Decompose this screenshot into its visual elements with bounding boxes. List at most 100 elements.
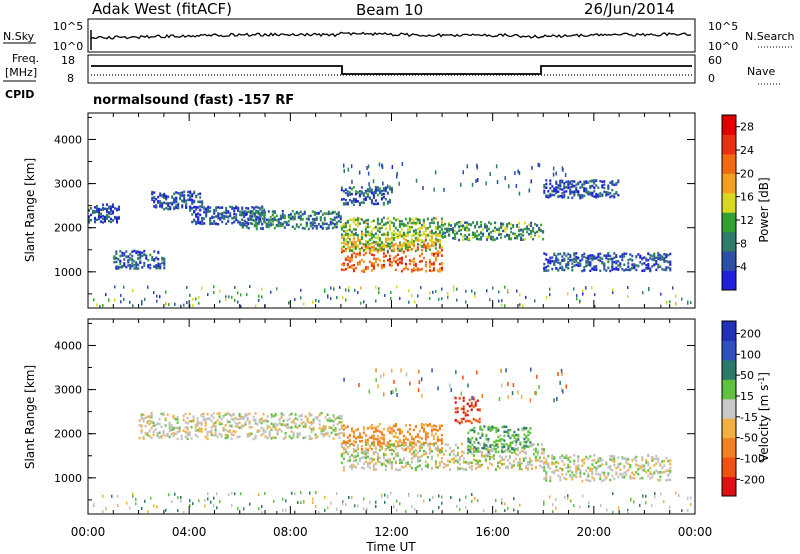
scatter-cell: [440, 442, 443, 445]
near-range-cell: [375, 285, 377, 289]
scatter-cell: [400, 465, 403, 469]
scatter-cell: [277, 218, 280, 221]
scatter-cell: [189, 192, 192, 195]
scatter-cell: [432, 216, 435, 220]
scatter-cell: [350, 463, 353, 467]
near-range-cell: [423, 499, 425, 503]
scatter-cell: [370, 264, 373, 267]
scatter-cell: [502, 224, 505, 227]
scatter-cell: [645, 259, 648, 262]
scatter-cell: [530, 459, 533, 463]
scatter-cell: [555, 254, 558, 258]
scatter-cell: [204, 424, 207, 427]
scatter-cell: [523, 433, 526, 436]
scatter-cell: [460, 450, 463, 453]
scatter-cell: [651, 473, 654, 476]
scatter-cell: [561, 179, 564, 183]
scatter-cell: [512, 224, 515, 227]
near-range-cell: [156, 505, 158, 509]
sparse-cell: [351, 179, 353, 184]
scatter-cell: [386, 217, 389, 220]
scatter-cell: [452, 237, 455, 240]
scatter-cell: [248, 420, 251, 423]
scatter-cell: [396, 443, 399, 446]
scatter-cell: [472, 405, 475, 408]
scatter-cell: [398, 430, 401, 434]
scatter-cell: [462, 224, 465, 228]
scatter-cell: [488, 234, 491, 238]
scatter-cell: [253, 215, 256, 218]
scatter-cell: [254, 436, 257, 440]
scatter-cell: [577, 256, 580, 260]
scatter-cell: [561, 192, 564, 195]
scatter-cell: [388, 198, 391, 202]
scatter-cell: [145, 257, 148, 260]
scatter-cell: [561, 454, 564, 457]
scatter-cell: [342, 190, 345, 193]
scatter-cell: [151, 196, 154, 200]
scatter-cell: [168, 421, 171, 425]
scatter-cell: [229, 212, 232, 215]
scatter-cell: [559, 187, 562, 191]
scatter-cell: [254, 434, 257, 437]
scatter-cell: [364, 456, 367, 460]
scatter-cell: [575, 252, 578, 255]
scatter-cell: [378, 259, 381, 262]
scatter-cell: [657, 253, 660, 257]
scatter-cell: [169, 201, 172, 205]
sparse-cell: [538, 385, 540, 389]
scatter-cell: [543, 191, 546, 195]
scatter-cell: [495, 428, 498, 431]
scatter-cell: [408, 217, 411, 220]
scatter-cell: [575, 255, 578, 259]
scatter-cell: [462, 235, 465, 238]
scatter-cell: [368, 251, 371, 255]
scatter-cell: [438, 251, 441, 255]
scatter-cell: [591, 463, 594, 466]
scatter-cell: [374, 240, 377, 244]
near-range-cell: [258, 507, 260, 511]
scatter-cell: [438, 230, 441, 233]
scatter-cell: [184, 412, 187, 416]
scatter-cell: [412, 267, 415, 270]
scatter-cell: [579, 194, 582, 197]
scatter-cell: [446, 443, 449, 446]
scatter-cell: [661, 258, 664, 261]
scatter-cell: [392, 435, 395, 438]
scatter-cell: [547, 455, 550, 458]
scatter-cell: [460, 228, 463, 232]
scatter-cell: [388, 238, 391, 242]
scatter-cell: [370, 443, 373, 446]
scatter-cell: [631, 459, 634, 462]
scatter-cell: [514, 236, 517, 240]
scatter-cell: [372, 444, 375, 447]
near-range-cell: [633, 500, 635, 504]
scatter-cell: [462, 227, 465, 230]
scatter-cell: [619, 468, 622, 471]
scatter-cell: [360, 448, 363, 451]
scatter-cell: [368, 426, 371, 429]
scatter-cell: [296, 426, 299, 429]
scatter-cell: [284, 432, 287, 435]
scatter-cell: [408, 433, 411, 436]
scatter-cell: [412, 240, 415, 243]
scatter-cell: [438, 270, 441, 273]
scatter-cell: [561, 255, 564, 258]
scatter-cell: [394, 232, 397, 235]
scatter-cell: [599, 259, 602, 262]
scatter-cell: [501, 438, 504, 441]
sparse-cell: [536, 374, 538, 379]
scatter-cell: [619, 262, 622, 266]
scatter-cell: [160, 425, 163, 429]
scatter-cell: [272, 414, 275, 418]
scatter-cell: [432, 263, 435, 267]
scatter-cell: [376, 250, 379, 254]
scatter-cell: [617, 464, 620, 467]
scatter-cell: [430, 237, 433, 240]
scatter-cell: [382, 265, 385, 269]
scatter-cell: [436, 254, 439, 257]
scatter-cell: [653, 252, 656, 256]
scatter-cell: [352, 269, 355, 273]
scatter-cell: [348, 455, 351, 459]
freq-right-tick-bottom: 0: [708, 72, 715, 85]
